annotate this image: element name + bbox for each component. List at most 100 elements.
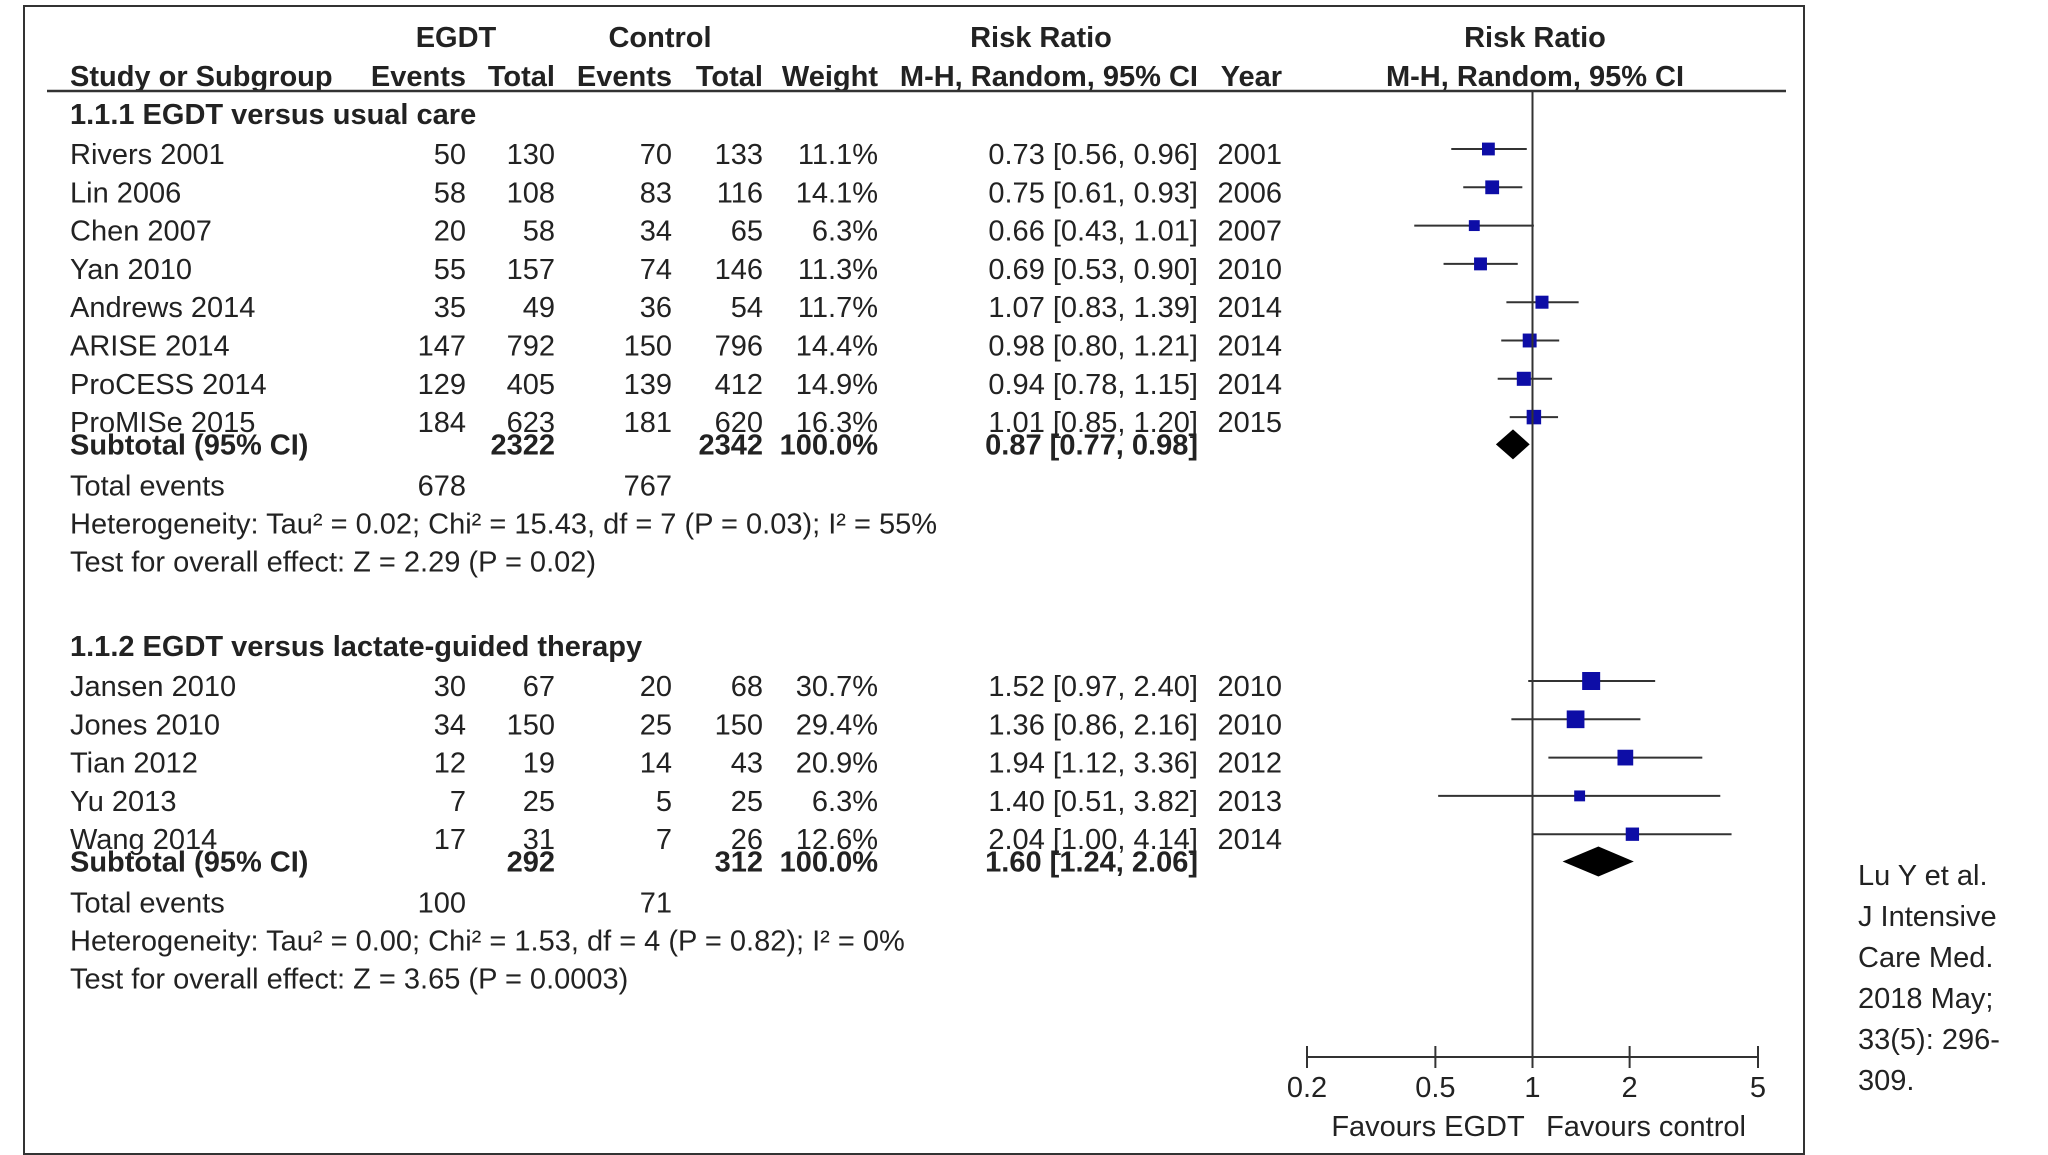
heterogeneity: Heterogeneity: Tau² = 0.02; Chi² = 15.43…: [70, 508, 937, 540]
subtotal-total-control: 312: [715, 847, 763, 879]
events-egdt: 34: [434, 709, 466, 741]
total-egdt: 108: [507, 177, 555, 209]
year: 2006: [1217, 177, 1282, 209]
weight: 29.4%: [796, 709, 878, 741]
total-control: 620: [715, 407, 763, 439]
total-egdt: 58: [523, 216, 555, 248]
events-control: 150: [624, 331, 672, 363]
total-events-label: Total events: [70, 888, 225, 920]
risk-ratio-ci: 1.52 [0.97, 2.40]: [988, 671, 1198, 703]
events-control: 70: [640, 139, 672, 171]
point-estimate: [1485, 180, 1500, 195]
study-name: ProCESS 2014: [70, 369, 267, 401]
total-events-egdt: 678: [418, 470, 466, 502]
total-control: 26: [731, 824, 763, 856]
subtotal-ci: 1.60 [1.24, 2.06]: [985, 847, 1198, 879]
x-tick-label: 1: [1524, 1072, 1540, 1104]
events-egdt: 7: [450, 786, 466, 818]
total-egdt: 405: [507, 369, 555, 401]
header-egdt: EGDT: [416, 22, 497, 54]
study-name: ARISE 2014: [70, 331, 230, 363]
events-control: 25: [640, 709, 672, 741]
total-control: 116: [717, 177, 763, 209]
study-name: Rivers 2001: [70, 139, 225, 171]
header-events-control: Events: [577, 61, 672, 93]
events-egdt: 17: [434, 824, 466, 856]
events-control: 20: [640, 671, 672, 703]
study-name: Yu 2013: [70, 786, 176, 818]
total-control: 68: [731, 671, 763, 703]
total-egdt: 157: [507, 254, 555, 286]
subtotal-ci: 0.87 [0.77, 0.98]: [985, 429, 1198, 461]
subtotal-diamond: [1562, 846, 1634, 877]
point-estimate: [1516, 371, 1531, 386]
subtotal-weight: 100.0%: [780, 847, 879, 879]
x-tick-label: 2: [1622, 1072, 1638, 1104]
header-risk-ratio-plot: Risk Ratio: [1464, 22, 1606, 54]
point-estimate: [1522, 333, 1537, 348]
total-egdt: 130: [507, 139, 555, 171]
total-events-egdt: 100: [418, 888, 466, 920]
point-estimate: [1617, 749, 1634, 766]
total-control: 54: [731, 292, 763, 324]
year: 2001: [1217, 139, 1282, 171]
header-risk-ratio: Risk Ratio: [970, 22, 1112, 54]
risk-ratio-ci: 1.36 [0.86, 2.16]: [988, 709, 1198, 741]
study-name: Andrews 2014: [70, 292, 255, 324]
subgroup-title: 1.1.1 EGDT versus usual care: [70, 99, 476, 131]
point-estimate: [1574, 790, 1586, 802]
subtotal-label: Subtotal (95% CI): [70, 429, 308, 461]
study-name: Yan 2010: [70, 254, 192, 286]
events-control: 139: [624, 369, 672, 401]
risk-ratio-ci: 0.66 [0.43, 1.01]: [988, 216, 1198, 248]
weight: 11.1%: [798, 139, 878, 171]
total-events-control: 767: [624, 470, 672, 502]
total-control: 133: [715, 139, 763, 171]
events-egdt: 50: [434, 139, 466, 171]
total-control: 412: [715, 369, 763, 401]
total-control: 43: [731, 748, 763, 780]
study-name: Jansen 2010: [70, 671, 236, 703]
study-name: Lin 2006: [70, 177, 181, 209]
header-year: Year: [1221, 61, 1282, 93]
total-egdt: 25: [523, 786, 555, 818]
citation-line: J Intensive: [1858, 901, 1997, 933]
events-egdt: 35: [434, 292, 466, 324]
year: 2013: [1217, 786, 1282, 818]
weight: 12.6%: [796, 824, 878, 856]
x-tick-label: 5: [1750, 1072, 1766, 1104]
header-method-plot: M-H, Random, 95% CI: [1386, 61, 1684, 93]
x-tick-label: 0.5: [1415, 1072, 1455, 1104]
year: 2015: [1217, 407, 1282, 439]
events-egdt: 184: [418, 407, 466, 439]
overall-effect: Test for overall effect: Z = 3.65 (P = 0…: [70, 964, 628, 996]
events-control: 36: [640, 292, 672, 324]
events-control: 74: [640, 254, 672, 286]
events-egdt: 58: [434, 177, 466, 209]
point-estimate: [1625, 827, 1640, 841]
header-method: M-H, Random, 95% CI: [900, 61, 1198, 93]
citation-line: 33(5): 296-: [1858, 1024, 2000, 1056]
header-total-egdt: Total: [488, 61, 555, 93]
weight: 30.7%: [796, 671, 878, 703]
citation-line: Care Med.: [1858, 942, 1994, 974]
total-egdt: 19: [523, 748, 555, 780]
header-total-control: Total: [696, 61, 763, 93]
header-weight: Weight: [782, 61, 878, 93]
year: 2014: [1217, 369, 1282, 401]
header-control: Control: [608, 22, 711, 54]
events-control: 7: [656, 824, 672, 856]
subtotal-total-egdt: 2322: [490, 429, 555, 461]
total-control: 146: [715, 254, 763, 286]
study-name: ProMISe 2015: [70, 407, 255, 439]
header-events-egdt: Events: [371, 61, 466, 93]
total-events-label: Total events: [70, 470, 225, 502]
events-control: 14: [640, 748, 672, 780]
risk-ratio-ci: 2.04 [1.00, 4.14]: [988, 824, 1198, 856]
year: 2014: [1217, 824, 1282, 856]
favours-egdt-label: Favours EGDT: [1331, 1111, 1525, 1143]
study-name: Tian 2012: [70, 748, 198, 780]
citation: Lu Y et al. J Intensive Care Med. 2018 M…: [1858, 856, 2043, 1102]
risk-ratio-ci: 0.69 [0.53, 0.90]: [988, 254, 1198, 286]
